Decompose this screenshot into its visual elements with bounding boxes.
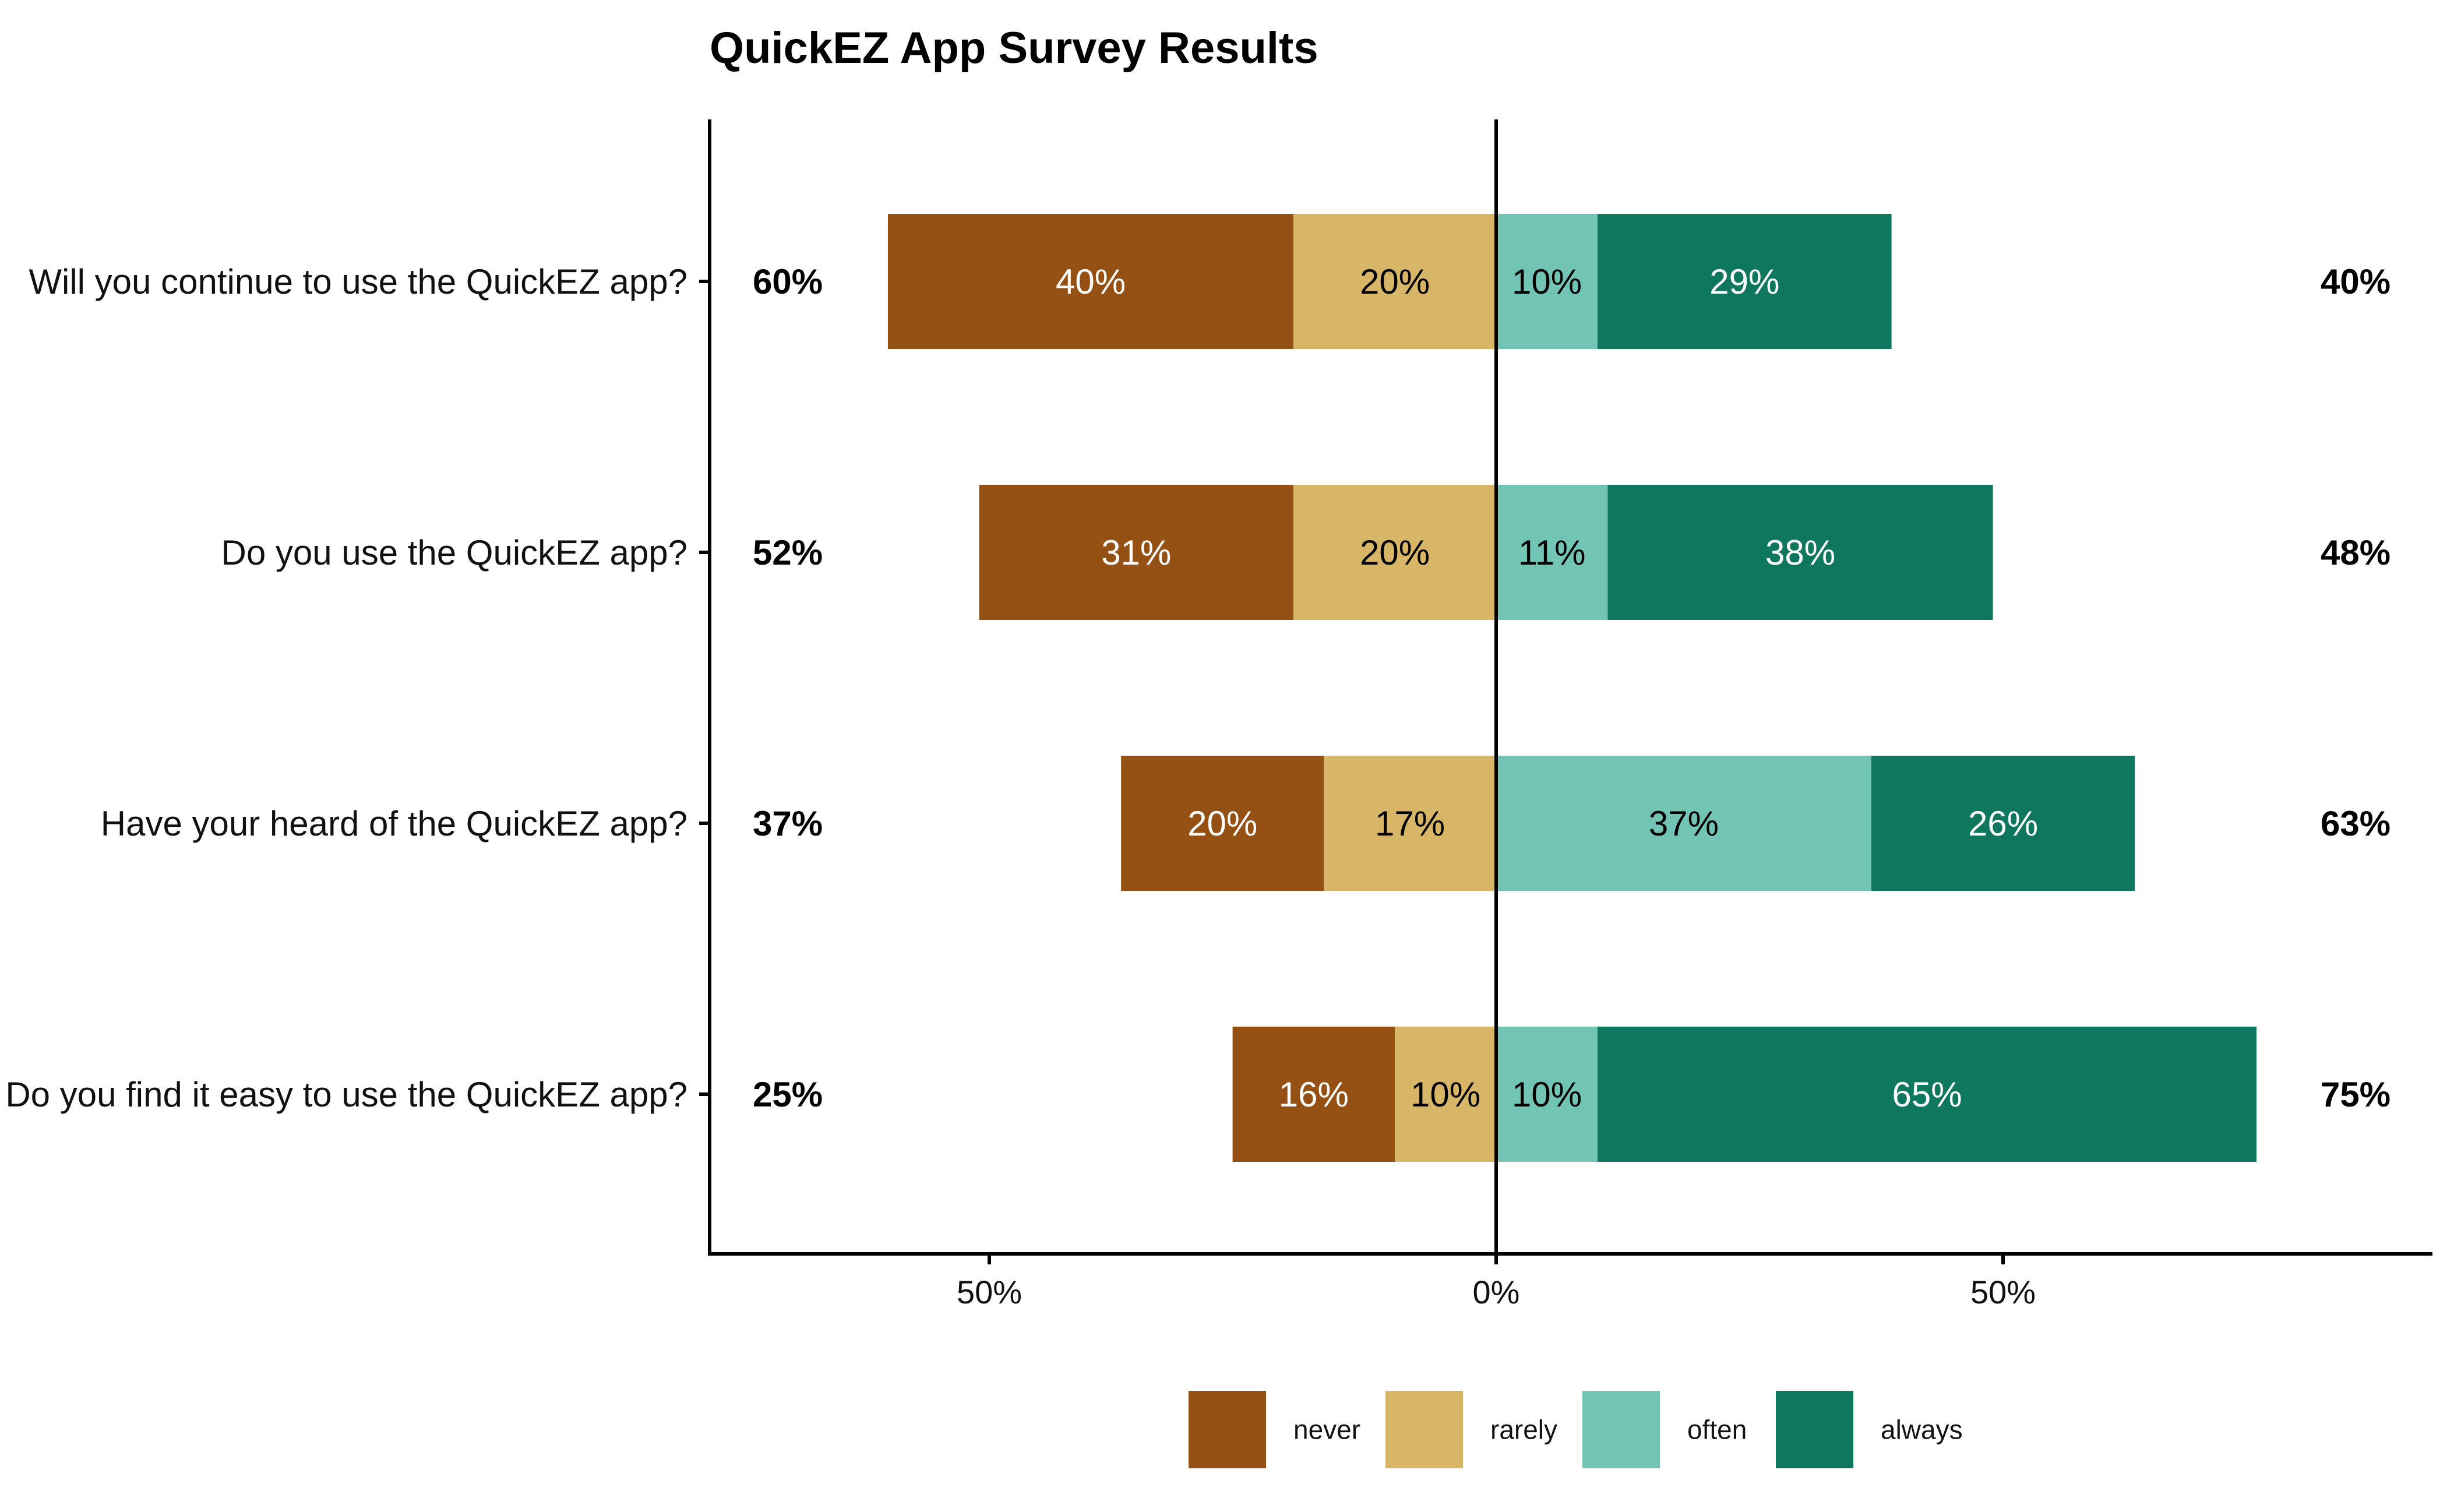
bar-segment-rarely xyxy=(1395,1027,1496,1162)
data-label-always: 38% xyxy=(1765,533,1835,572)
legend-swatch-never xyxy=(1189,1391,1266,1468)
question-label: Have your heard of the QuickEZ app? xyxy=(101,804,687,843)
total-left-label: 52% xyxy=(753,533,823,572)
question-label: Do you use the QuickEZ app? xyxy=(221,533,687,572)
bar-segment-never xyxy=(1232,1027,1395,1162)
bar-segment-always xyxy=(1598,1027,2256,1162)
legend-label-always: always xyxy=(1881,1415,1963,1445)
data-label-often: 10% xyxy=(1512,262,1582,301)
legend-swatch-often xyxy=(1582,1391,1660,1468)
data-label-never: 20% xyxy=(1187,804,1257,843)
legend: never rarely often always xyxy=(1189,1391,1963,1468)
bar-segment-never xyxy=(888,214,1293,349)
data-label-rarely: 10% xyxy=(1411,1075,1480,1114)
data-label-often: 11% xyxy=(1518,533,1586,572)
data-label-often: 10% xyxy=(1512,1075,1582,1114)
total-left-label: 37% xyxy=(753,804,823,843)
total-right-label: 40% xyxy=(2321,262,2390,301)
bars-layer: 20% 40% 10% 29% 20% 31% 11% 38% 17% 20% 37% 26% 10% 1… xyxy=(888,214,2256,1162)
question-label: Do you find it easy to use the QuickEZ a… xyxy=(5,1075,687,1114)
bar-segment-always xyxy=(1607,485,1993,620)
bar-segment-never xyxy=(979,485,1293,620)
x-tick-label: 50% xyxy=(957,1274,1022,1310)
bar-segment-rarely xyxy=(1293,214,1496,349)
bar-segment-always xyxy=(1871,756,2135,891)
data-label-never: 16% xyxy=(1279,1075,1349,1114)
axes-layer: Will you continue to use the QuickEZ app… xyxy=(5,119,2432,1310)
bar-segment-rarely xyxy=(1293,485,1496,620)
bar-segment-often xyxy=(1496,756,1871,891)
bar-segment-often xyxy=(1496,485,1608,620)
data-label-always: 26% xyxy=(1968,804,2038,843)
x-tick-label: 0% xyxy=(1473,1274,1520,1310)
total-left-label: 60% xyxy=(753,262,823,301)
legend-swatch-always xyxy=(1776,1391,1853,1468)
legend-label-rarely: rarely xyxy=(1490,1415,1557,1445)
chart-title: QuickEZ App Survey Results xyxy=(710,23,1318,73)
data-label-often: 37% xyxy=(1649,804,1719,843)
bar-segment-never xyxy=(1121,756,1324,891)
bar-segment-often xyxy=(1496,214,1598,349)
legend-label-never: never xyxy=(1293,1415,1360,1445)
bar-segment-often xyxy=(1496,1027,1598,1162)
bar-segment-always xyxy=(1598,214,1892,349)
data-label-never: 40% xyxy=(1056,262,1126,301)
data-label-rarely: 20% xyxy=(1360,262,1430,301)
total-right-label: 48% xyxy=(2321,533,2390,572)
data-label-never: 31% xyxy=(1101,533,1171,572)
total-right-label: 75% xyxy=(2321,1075,2390,1114)
x-tick-label: 50% xyxy=(1970,1274,2036,1310)
data-label-always: 65% xyxy=(1892,1075,1962,1114)
total-left-label: 25% xyxy=(753,1075,823,1114)
total-right-label: 63% xyxy=(2321,804,2390,843)
legend-label-often: often xyxy=(1687,1415,1747,1445)
data-label-always: 29% xyxy=(1709,262,1779,301)
data-label-rarely: 17% xyxy=(1375,804,1445,843)
data-label-rarely: 20% xyxy=(1360,533,1430,572)
question-label: Will you continue to use the QuickEZ app… xyxy=(29,262,687,301)
bar-segment-rarely xyxy=(1324,756,1496,891)
legend-swatch-rarely xyxy=(1385,1391,1463,1468)
